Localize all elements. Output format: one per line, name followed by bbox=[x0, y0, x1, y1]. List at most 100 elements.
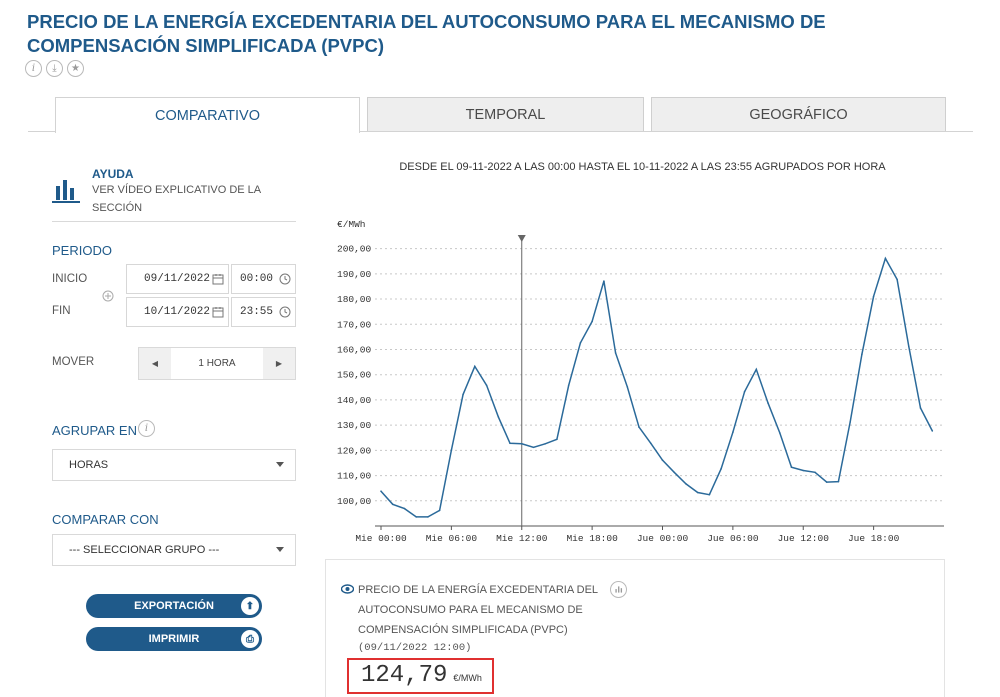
data-point bbox=[755, 368, 758, 371]
data-point bbox=[767, 402, 769, 404]
start-time-field[interactable]: 00:00 bbox=[231, 264, 296, 294]
tab-temporal[interactable]: TEMPORAL bbox=[367, 97, 644, 131]
download-icon[interactable]: ⤓ bbox=[46, 60, 63, 77]
data-point bbox=[696, 491, 699, 494]
data-point bbox=[790, 466, 793, 468]
move-stepper: ◀ 1 HORA ▶ bbox=[138, 347, 296, 380]
data-point bbox=[403, 507, 406, 510]
move-label: MOVER bbox=[52, 356, 95, 368]
data-point bbox=[708, 493, 711, 496]
group-by-label: AGRUPAR EN bbox=[52, 423, 137, 438]
data-point bbox=[579, 342, 582, 344]
end-date-field[interactable]: 10/11/2022 bbox=[126, 297, 229, 327]
x-tick-label: Jue 06:00 bbox=[707, 533, 759, 544]
x-tick-label: Jue 18:00 bbox=[848, 533, 900, 544]
data-point bbox=[638, 426, 640, 428]
clock-icon[interactable] bbox=[279, 273, 291, 285]
data-point bbox=[661, 459, 664, 461]
data-point bbox=[779, 432, 781, 434]
tab-comparativo[interactable]: COMPARATIVO bbox=[55, 97, 360, 133]
x-tick-label: Jue 00:00 bbox=[637, 533, 689, 544]
x-tick-label: Mie 18:00 bbox=[566, 533, 618, 544]
data-point bbox=[861, 353, 863, 356]
period-label: PERIODO bbox=[52, 243, 112, 258]
info-card-date: (09/11/2022 12:00) bbox=[358, 642, 472, 654]
data-point bbox=[556, 438, 558, 441]
end-time-field[interactable]: 23:55 bbox=[231, 297, 296, 327]
data-point bbox=[919, 407, 922, 409]
start-time-value: 00:00 bbox=[240, 273, 274, 285]
data-point bbox=[544, 443, 546, 445]
data-point bbox=[462, 393, 464, 396]
info-icon[interactable]: i bbox=[25, 60, 42, 77]
data-point bbox=[931, 430, 934, 432]
group-by-value: HORAS bbox=[69, 459, 109, 471]
page-title: PRECIO DE LA ENERGÍA EXCEDENTARIA DEL AU… bbox=[27, 11, 826, 56]
calendar-icon[interactable] bbox=[212, 273, 224, 285]
print-button[interactable]: IMPRIMIR ⎙ bbox=[86, 627, 262, 651]
y-tick-label: 190,00 bbox=[337, 269, 372, 280]
data-point bbox=[427, 516, 429, 518]
move-value: 1 HORA bbox=[198, 358, 236, 369]
export-button[interactable]: EXPORTACIÓN ⬆ bbox=[86, 594, 262, 618]
chart-icon[interactable] bbox=[610, 581, 627, 598]
data-point bbox=[603, 280, 605, 282]
data-point bbox=[673, 471, 675, 474]
divider bbox=[52, 221, 296, 222]
compare-select[interactable]: --- SELECCIONAR GRUPO --- bbox=[52, 534, 296, 566]
y-tick-label: 120,00 bbox=[337, 445, 372, 456]
x-tick-label: Mie 00:00 bbox=[355, 533, 407, 544]
printer-icon: ⎙ bbox=[241, 630, 259, 648]
start-date-field[interactable]: 09/11/2022 bbox=[126, 264, 229, 294]
y-tick-label: 130,00 bbox=[337, 420, 372, 431]
x-tick-label: Jue 12:00 bbox=[778, 533, 830, 544]
data-point bbox=[567, 384, 570, 387]
cursor-marker-icon bbox=[517, 235, 526, 242]
data-point bbox=[626, 386, 629, 388]
data-point bbox=[391, 503, 394, 506]
data-point bbox=[509, 442, 511, 445]
compare-value: --- SELECCIONAR GRUPO --- bbox=[69, 544, 220, 556]
data-point bbox=[908, 345, 910, 348]
help-title: AYUDA bbox=[92, 167, 134, 181]
tab-geografico[interactable]: GEOGRÁFICO bbox=[651, 97, 946, 131]
calendar-icon[interactable] bbox=[212, 306, 224, 318]
star-icon[interactable]: ★ bbox=[67, 60, 84, 77]
eye-icon[interactable] bbox=[341, 584, 354, 594]
move-prev-button[interactable]: ◀ bbox=[139, 348, 171, 379]
info-card bbox=[325, 559, 945, 697]
data-point bbox=[415, 516, 417, 518]
data-point bbox=[521, 443, 523, 445]
data-point bbox=[438, 509, 441, 512]
start-label: INICIO bbox=[52, 273, 88, 285]
clock-icon[interactable] bbox=[279, 306, 291, 318]
price-line-chart[interactable]: €/MWh 100,00 110,00 120,00 130,00 140,00 150,0… bbox=[326, 212, 956, 552]
chevron-down-icon bbox=[276, 462, 284, 467]
swap-dates-icon[interactable] bbox=[101, 289, 115, 303]
data-point bbox=[591, 320, 593, 323]
data-point bbox=[872, 295, 875, 298]
info-icon[interactable]: i bbox=[138, 420, 155, 437]
print-button-label: IMPRIMIR bbox=[148, 633, 200, 645]
end-time-value: 23:55 bbox=[240, 306, 274, 318]
y-tick-label: 160,00 bbox=[337, 344, 372, 355]
group-by-select[interactable]: HORAS bbox=[52, 449, 296, 481]
data-point bbox=[814, 471, 816, 474]
export-button-label: EXPORTACIÓN bbox=[134, 600, 214, 612]
price-value: 124,79 bbox=[361, 662, 448, 689]
help-description[interactable]: VER VÍDEO EXPLICATIVO DE LA SECCIÓN bbox=[92, 184, 261, 214]
data-point bbox=[743, 390, 746, 393]
price-value-box: 124,79 €/MWh bbox=[347, 658, 494, 694]
y-tick-label: 150,00 bbox=[337, 370, 372, 381]
title-actions: i ⤓ ★ bbox=[25, 60, 84, 77]
x-tick-label: Mie 12:00 bbox=[496, 533, 548, 544]
y-tick-label: 200,00 bbox=[337, 244, 372, 255]
data-point bbox=[849, 421, 851, 423]
data-point bbox=[732, 431, 734, 433]
data-point bbox=[650, 442, 652, 445]
data-point bbox=[485, 384, 488, 387]
compare-label: COMPARAR CON bbox=[52, 512, 159, 527]
data-point bbox=[497, 416, 500, 418]
data-point bbox=[802, 469, 805, 472]
move-next-button[interactable]: ▶ bbox=[263, 348, 295, 379]
